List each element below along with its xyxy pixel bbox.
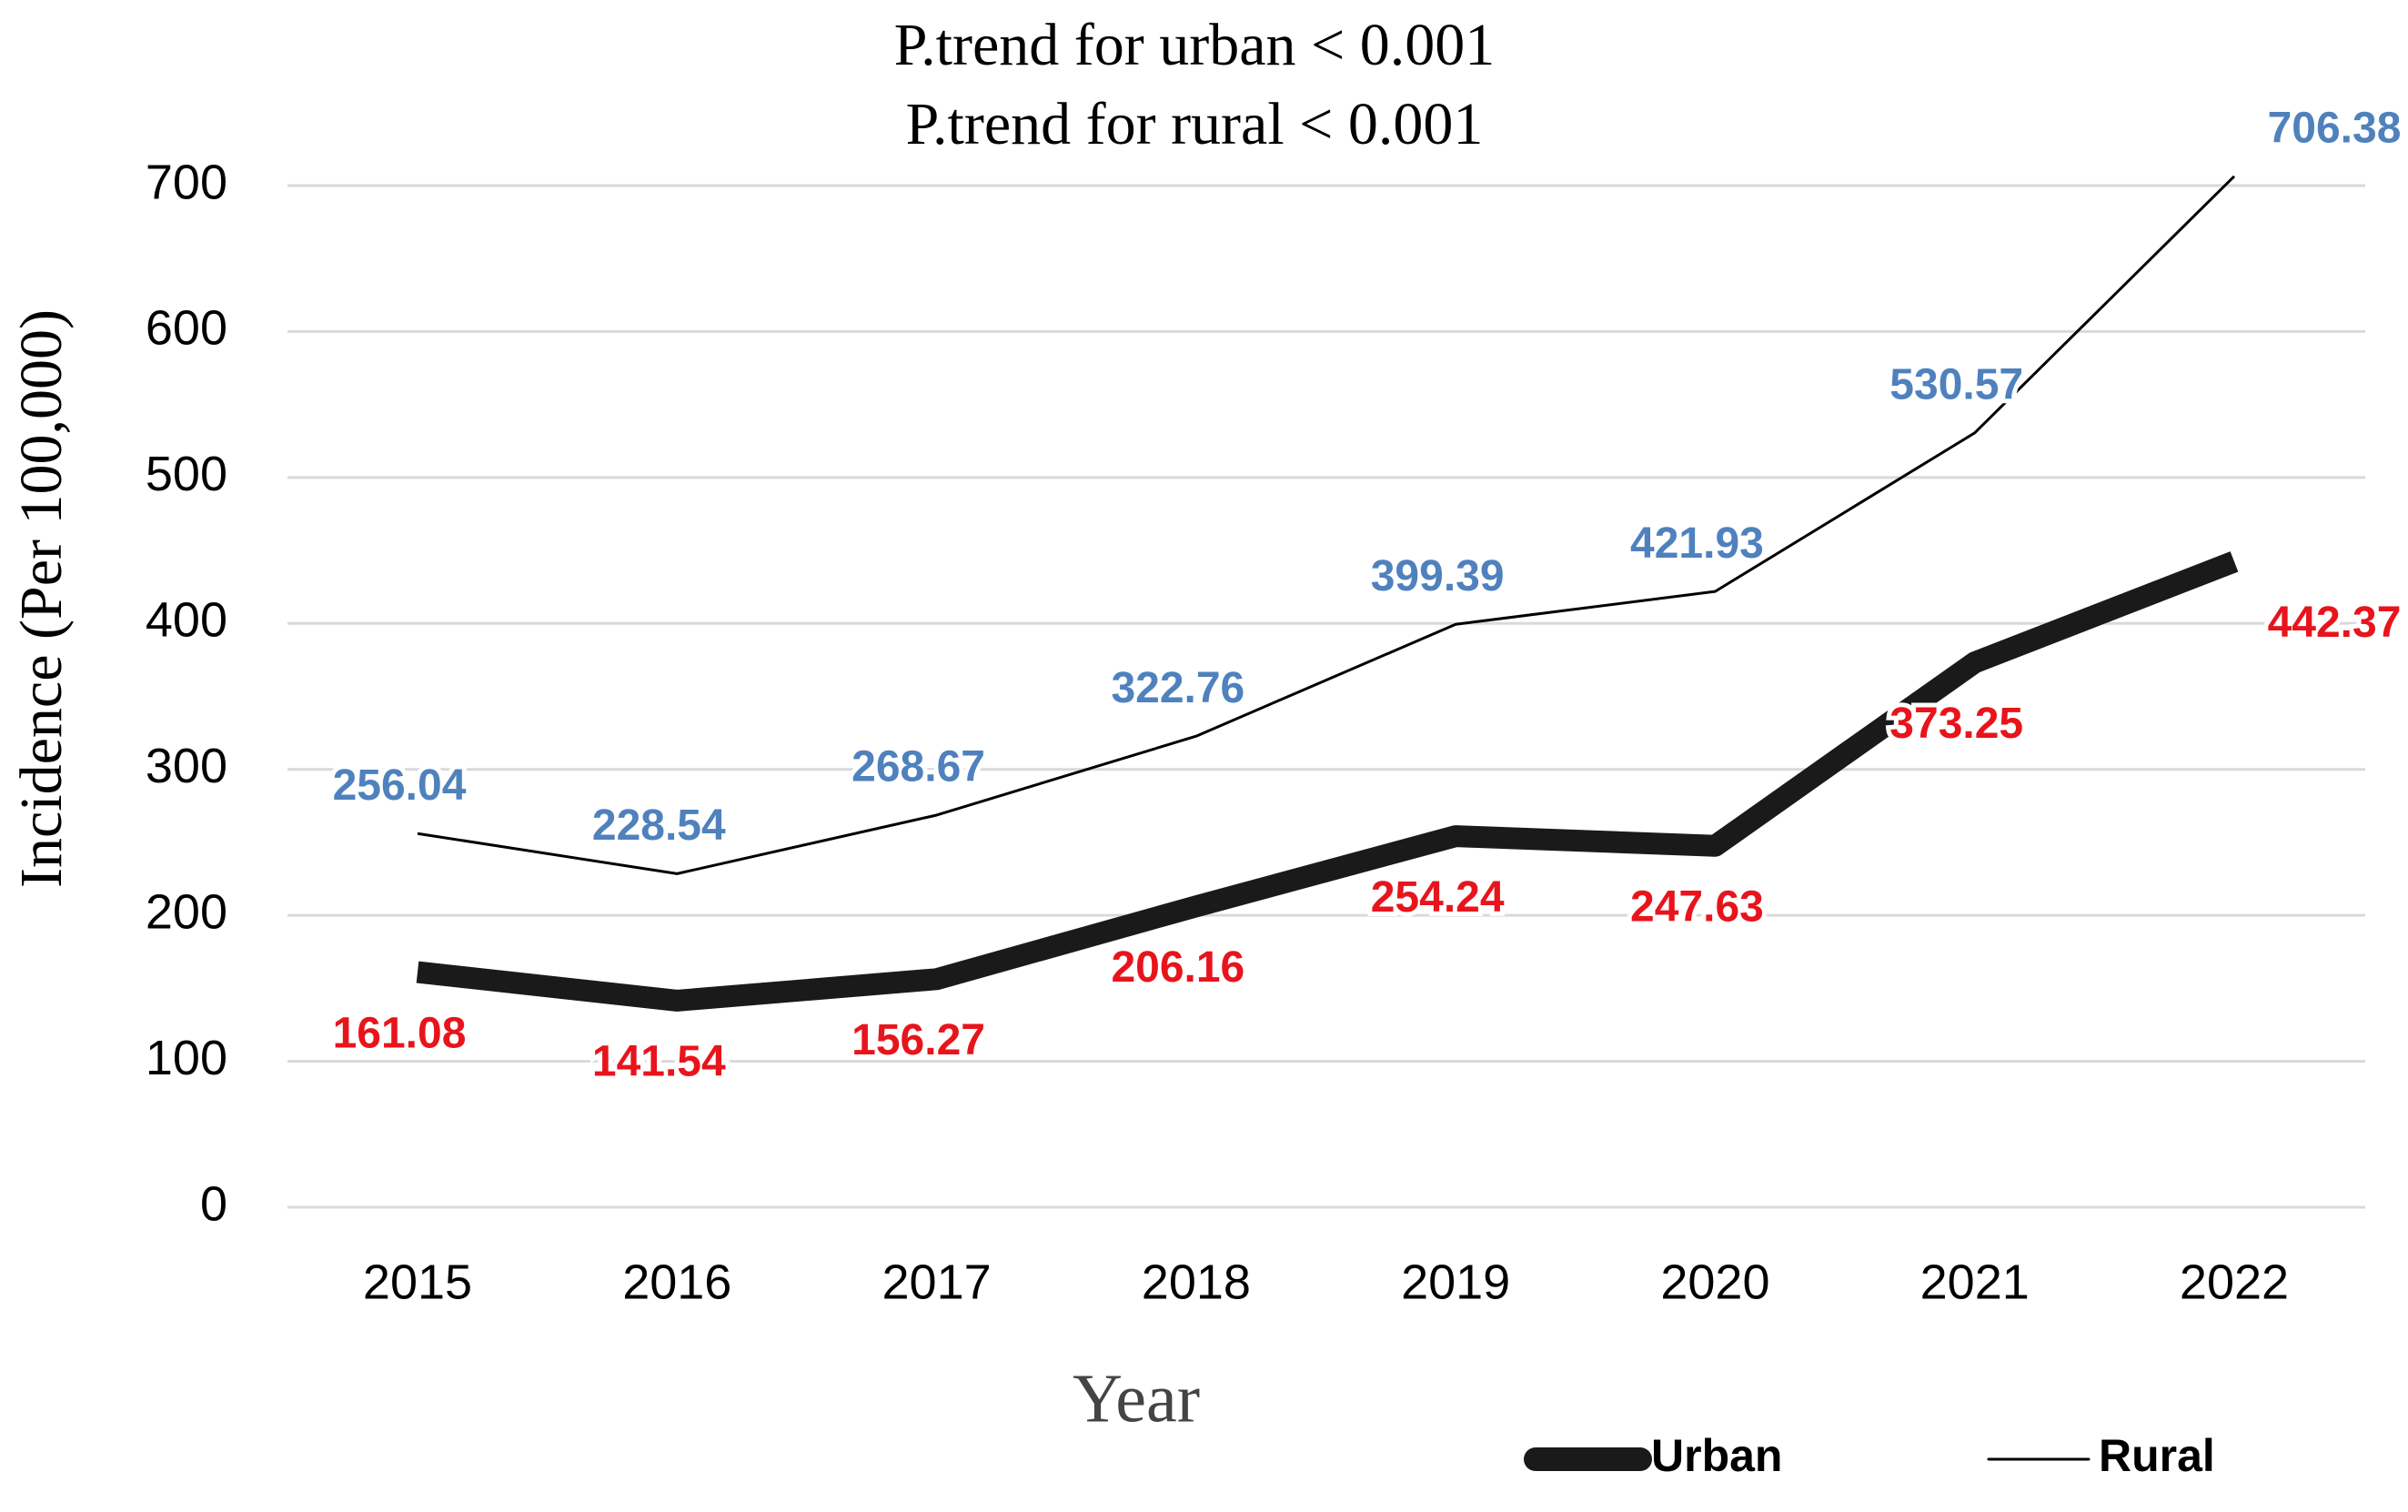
y-tick-label: 0 [200,1176,227,1231]
chart-title: P.trend for rural < 0.001 [906,91,1484,157]
chart-title: P.trend for urban < 0.001 [894,12,1495,78]
data-label: 161.08 [333,1009,467,1057]
data-label: 442.37 [2268,599,2402,647]
data-label: 268.67 [851,743,985,791]
series-line [417,175,2236,875]
legend-label: Urban [1651,1430,1782,1481]
data-label: 254.24 [1371,873,1505,922]
data-label: 156.27 [851,1016,985,1064]
y-tick-label: 100 [146,1031,227,1085]
legend-label: Rural [2099,1430,2215,1481]
y-tick-label: 200 [146,884,227,939]
y-tick-label: 700 [146,155,227,209]
data-label: 228.54 [592,801,726,850]
data-label: 530.57 [1889,360,2023,408]
x-tick-label: 2020 [1660,1255,1769,1309]
x-tick-label: 2017 [882,1255,992,1309]
y-tick-label: 300 [146,739,227,793]
data-label: 256.04 [333,761,467,810]
x-tick-label: 2015 [363,1255,472,1309]
x-tick-label: 2021 [1920,1255,2030,1309]
x-tick-label: 2018 [1142,1255,1251,1309]
data-label: 373.25 [1889,700,2023,748]
x-axis-label: Year [1073,1360,1200,1436]
y-tick-label: 500 [146,447,227,501]
x-tick-label: 2022 [2180,1255,2289,1309]
data-label: 322.76 [1111,664,1244,712]
x-tick-label: 2019 [1401,1255,1510,1309]
data-label: 206.16 [1111,943,1244,992]
x-tick-label: 2016 [622,1255,731,1309]
data-label: 247.63 [1630,882,1764,931]
y-tick-label: 400 [146,593,227,648]
data-label: 141.54 [592,1038,726,1086]
data-label: 706.38 [2268,104,2402,152]
series-line [416,551,2239,1012]
y-axis-label: Incidence (Per 100,000) [8,309,75,888]
y-tick-label: 600 [146,301,227,356]
data-label: 421.93 [1630,519,1764,568]
data-label: 399.39 [1371,552,1505,600]
